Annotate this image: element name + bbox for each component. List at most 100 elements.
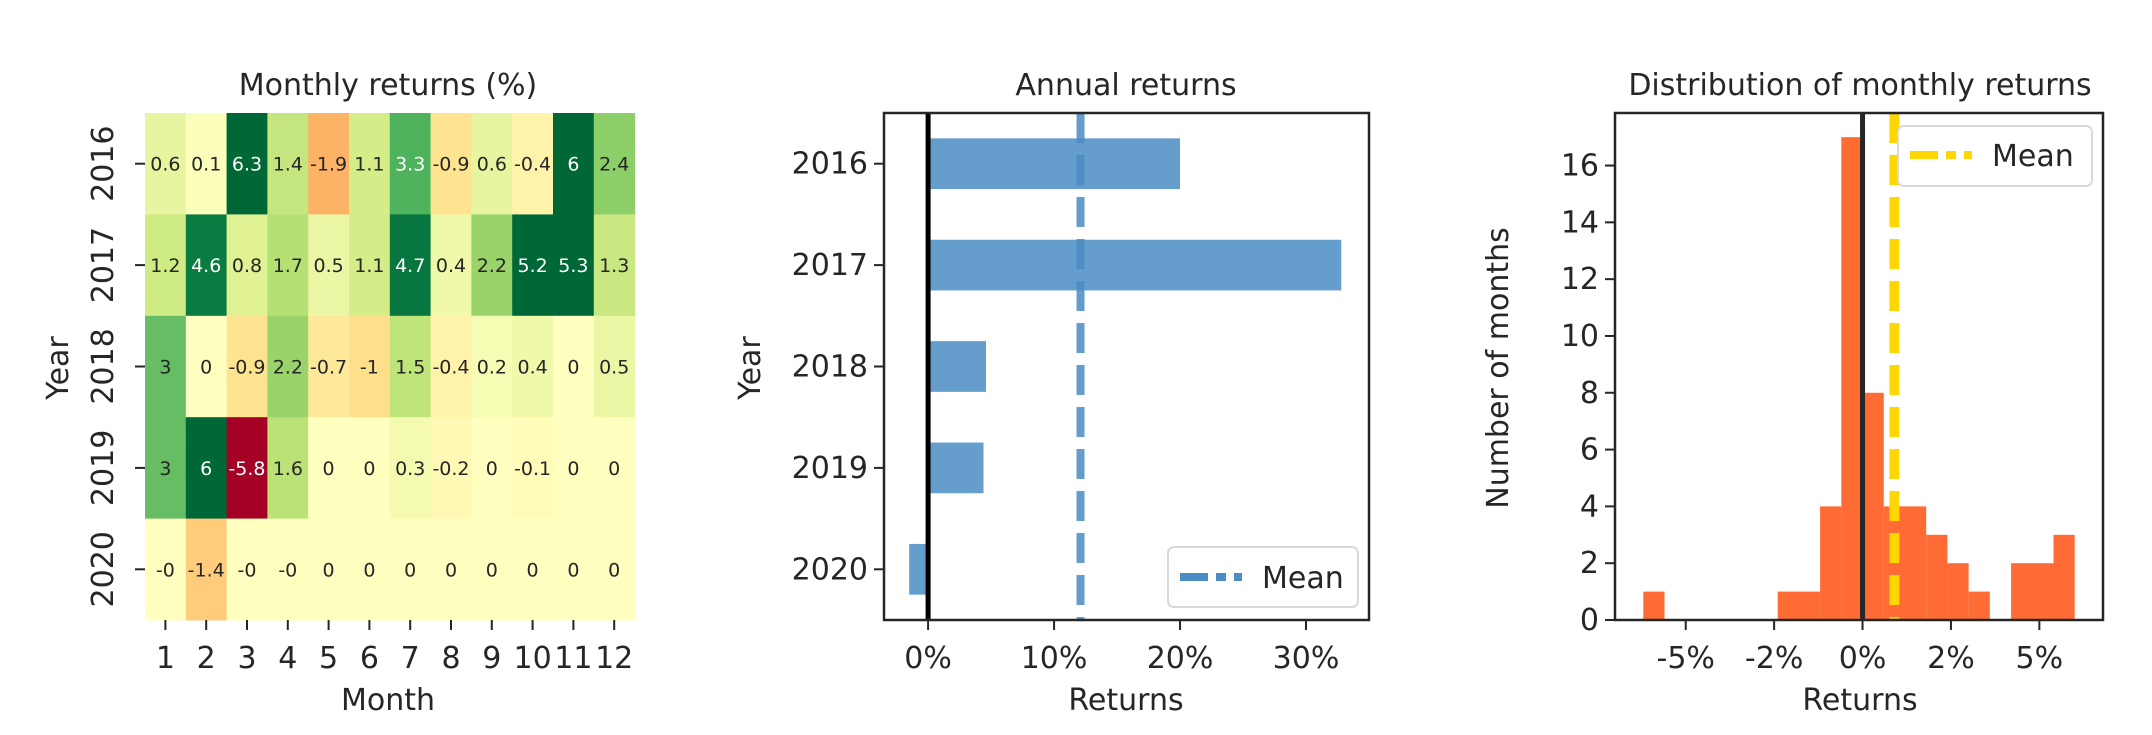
heatmap-cell-label: 3 <box>159 357 171 379</box>
heatmap-x-ticks: 1 2 3 4 5 6 7 8 9 10 11 12 <box>156 620 633 676</box>
heatmap-cell-label: -0.2 <box>432 458 469 480</box>
annual-bar <box>928 239 1342 291</box>
histogram-bar <box>1820 506 1842 620</box>
histogram-bar <box>1777 591 1821 620</box>
histogram-x-tick-label: 2% <box>1927 641 1975 676</box>
heatmap-cell-label: 0 <box>486 559 498 581</box>
heatmap-cell-label: 0 <box>608 559 620 581</box>
histogram-y-axis-label: Number of months <box>1481 227 1516 509</box>
heatmap-cell <box>593 315 636 418</box>
heatmap-cell <box>553 417 595 520</box>
annual-bars <box>909 138 1342 595</box>
heatmap-cell <box>471 518 513 621</box>
heatmap-x-tick-label: 8 <box>441 641 460 676</box>
histogram-y-tick-label: 12 <box>1561 262 1599 297</box>
heatmap-cell-label: 0.3 <box>395 458 425 480</box>
heatmap-cell <box>267 518 309 621</box>
annual-legend-box <box>1167 546 1359 608</box>
annual-x-tick-label: 10% <box>1021 641 1088 676</box>
histogram-bar <box>1643 591 1665 620</box>
heatmap-cell-label: -0 <box>156 559 175 581</box>
heatmap-cell <box>430 417 472 520</box>
heatmap-cell <box>185 214 228 317</box>
heatmap-cell <box>267 417 309 520</box>
heatmap-cell-label: 1.7 <box>273 255 303 277</box>
heatmap-x-tick-label: 12 <box>595 641 633 676</box>
heatmap-cell <box>512 214 554 317</box>
heatmap-cell <box>389 113 432 215</box>
heatmap-cell <box>593 214 636 317</box>
monthly-returns-histogram: Distribution of monthly returns -5% -2% 0%… <box>1481 68 2105 718</box>
heatmap-cell <box>185 417 228 520</box>
heatmap-cell <box>226 518 268 621</box>
heatmap-cell <box>145 113 187 215</box>
heatmap-x-tick-label: 10 <box>514 641 552 676</box>
heatmap-cell-label: 1.1 <box>354 154 384 176</box>
heatmap-cell-label: 0 <box>363 458 375 480</box>
heatmap-x-tick-label: 6 <box>360 641 379 676</box>
histogram-x-tick-label: 0% <box>1839 641 1887 676</box>
heatmap-cell-label: -5.8 <box>228 458 265 480</box>
annual-y-ticks: 2016 2017 2018 2019 2020 <box>792 147 884 587</box>
heatmap-cell-label: 0.5 <box>599 357 629 379</box>
heatmap-cell <box>430 214 472 317</box>
heatmap-cell <box>349 417 391 520</box>
heatmap-x-tick-label: 11 <box>554 641 592 676</box>
heatmap-cell-label: 0.2 <box>477 357 507 379</box>
annual-x-axis-label: Returns <box>1068 683 1183 718</box>
histogram-x-axis-label: Returns <box>1802 683 1917 718</box>
heatmap-cell-label: 0 <box>567 357 579 379</box>
heatmap-cell-label: 1.6 <box>273 458 303 480</box>
heatmap-cell-label: 4.6 <box>191 255 221 277</box>
heatmap-cell <box>471 214 513 317</box>
annual-legend-label: Mean <box>1262 561 1344 596</box>
heatmap-cell-label: 2.2 <box>477 255 507 277</box>
annual-bar <box>928 341 987 392</box>
histogram-bar <box>1947 563 1969 620</box>
heatmap-cell-label: 0 <box>323 458 335 480</box>
heatmap-cell <box>185 113 228 215</box>
heatmap-cell <box>593 113 636 215</box>
histogram-title: Distribution of monthly returns <box>1628 68 2091 103</box>
histogram-bar <box>2053 534 2075 620</box>
heatmap-cell <box>389 518 432 621</box>
heatmap-cell <box>145 315 187 418</box>
heatmap-cell-label: 0 <box>200 357 212 379</box>
heatmap-cell-label: 0 <box>445 559 457 581</box>
heatmap-cell-label: 0.1 <box>191 154 221 176</box>
heatmap-cell-label: 0 <box>527 559 539 581</box>
heatmap-cell-label: 5.2 <box>517 255 547 277</box>
heatmap-cell-label: 0 <box>608 458 620 480</box>
histogram-bars <box>1643 137 2075 620</box>
annual-returns-chart: Annual returns 0% 10% 20% 30% 2016201720182… <box>733 68 1371 718</box>
histogram-y-tick-label: 2 <box>1580 546 1599 581</box>
heatmap-cell <box>308 315 350 418</box>
heatmap-cell-label: 3.3 <box>395 154 425 176</box>
histogram-legend: Mean <box>1897 125 2093 187</box>
heatmap-cell <box>430 518 472 621</box>
heatmap-cell-label: 1.3 <box>599 255 629 277</box>
heatmap-cell <box>471 113 513 215</box>
heatmap-cell <box>349 518 391 621</box>
heatmap-cell-label: 5.3 <box>558 255 588 277</box>
histogram-y-tick-label: 10 <box>1561 319 1599 354</box>
heatmap-cell-label: -1.4 <box>188 559 225 581</box>
heatmap-cell-label: -0.9 <box>228 357 265 379</box>
annual-legend: Mean <box>1167 546 1359 608</box>
heatmap-cell-label: 0 <box>567 458 579 480</box>
heatmap-cell <box>349 315 391 418</box>
annual-y-tick-label: 2018 <box>792 350 868 385</box>
heatmap-cell-label: 6 <box>200 458 212 480</box>
histogram-bar <box>1968 591 1990 620</box>
heatmap-cell <box>308 417 350 520</box>
heatmap-x-axis-label: Month <box>341 683 435 718</box>
heatmap-cell <box>267 214 309 317</box>
heatmap-cell <box>593 417 636 520</box>
heatmap-cell <box>145 518 187 621</box>
heatmap-cell <box>512 113 554 215</box>
heatmap-cell <box>226 113 268 215</box>
annual-x-tick-label: 30% <box>1273 641 1340 676</box>
heatmap-cell <box>389 315 432 418</box>
heatmap-cell <box>430 315 472 418</box>
